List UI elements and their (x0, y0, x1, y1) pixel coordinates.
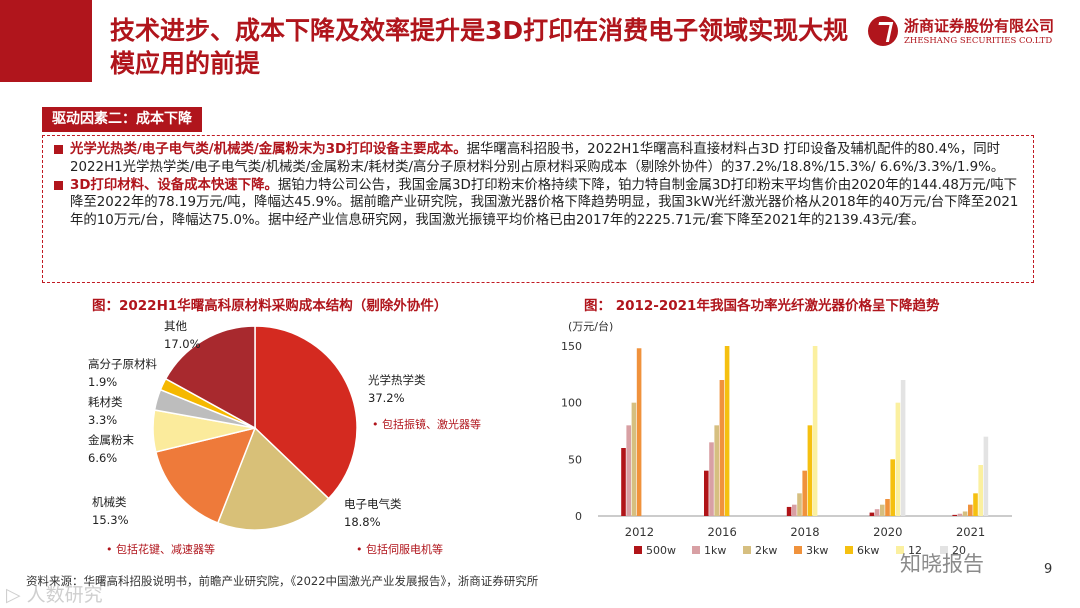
pie-slice-percent: 15.3% (92, 513, 129, 527)
legend-swatch (794, 546, 802, 554)
pie-slice-percent: 18.8% (344, 515, 381, 529)
bar (880, 504, 885, 516)
bullet-text: 据华曙高科招股书，2022H1华曙高科直接材料占3D 打印设备及辅机配件的80.… (70, 142, 1005, 175)
bar (631, 402, 637, 516)
bar (709, 442, 714, 516)
legend-label: 500w (646, 544, 676, 557)
pie-slice-percent: 1.9% (88, 375, 117, 389)
pie-slice-label: 金属粉末 (88, 433, 134, 447)
bar (968, 504, 973, 516)
bar (952, 514, 957, 516)
pie-chart-title: 图：2022H1华曙高科原材料采购成本结构（剔除外协件） (92, 298, 448, 314)
legend-swatch (845, 546, 853, 554)
bar (978, 465, 983, 516)
pie-slice-percent: 3.3% (88, 413, 117, 427)
bar (957, 513, 963, 516)
pie-slice-percent: 17.0% (164, 337, 201, 351)
bullet-heading: 3D打印材料、设备成本快速下降。 (70, 177, 278, 193)
x-tick-label: 2020 (873, 525, 902, 539)
x-tick-label: 2016 (708, 525, 737, 539)
bar (973, 493, 978, 516)
bar (962, 511, 968, 516)
pie-slice-label: 电子电气类 (344, 497, 402, 511)
company-logo: 浙商证券股份有限公司 ZHESHANG SECURITIES CO.LTD (868, 14, 1073, 54)
legend-label: 6kw (857, 544, 879, 557)
bar-chart-title: 图： 2012-2021年我国各功率光纤激光器价格呈下降趋势 (584, 298, 940, 314)
pie-slice-note: • 包括振镜、激光器等 (372, 417, 481, 431)
source-note: 资料来源：华曙高科招股说明书，前瞻产业研究院，《2022中国激光产业发展报告》，… (26, 574, 539, 588)
zheshang-logo-icon (868, 16, 898, 46)
bar (626, 425, 631, 516)
bar (890, 459, 895, 516)
legend-swatch (896, 546, 904, 554)
bar (704, 470, 709, 516)
bar (900, 380, 906, 516)
bullet-item: 光学光热类/电子电气类/机械类/金属粉末为3D打印设备主要成本。据华曙高科招股书… (54, 141, 1024, 177)
y-axis-label: (万元/台) (568, 319, 613, 333)
bar (714, 425, 719, 516)
bar (869, 512, 875, 516)
bar (807, 425, 813, 516)
legend-swatch (940, 546, 948, 554)
bar (621, 448, 626, 516)
legend-swatch (634, 546, 642, 554)
bar (719, 380, 725, 516)
pie-slice (254, 325, 358, 500)
bar (786, 506, 792, 516)
bar (802, 470, 807, 516)
x-tick-label: 2012 (625, 525, 654, 539)
bullet-square-icon (54, 145, 63, 154)
page-title: 技术进步、成本下降及效率提升是3D打印在消费电子领域实现大规模应用的前提 (110, 16, 849, 78)
watermark-left: ▷ 人数研究 (6, 584, 103, 606)
section-tab: 驱动因素二：成本下降 (42, 107, 202, 132)
pie-slice-note: • 包括伺服电机等 (356, 542, 443, 556)
y-tick-label: 100 (561, 397, 582, 410)
bullet-list: 光学光热类/电子电气类/机械类/金属粉末为3D打印设备主要成本。据华曙高科招股书… (54, 141, 1024, 230)
y-tick-label: 0 (575, 510, 582, 523)
page-number: 9 (1044, 562, 1053, 577)
legend-swatch (692, 546, 700, 554)
pie-slice-label: 光学热学类 (368, 373, 426, 387)
y-tick-label: 50 (568, 453, 582, 466)
bar (983, 436, 989, 516)
bar (874, 509, 880, 516)
x-tick-label: 2021 (956, 525, 985, 539)
bullet-item: 3D打印材料、设备成本快速下降。据铂力特公司公告，我国金属3D打印粉末价格持续下… (54, 177, 1024, 230)
legend-label: 20 (952, 544, 966, 557)
logo-name-en: ZHESHANG SECURITIES CO.LTD (904, 36, 1053, 46)
legend-swatch (743, 546, 751, 554)
pie-slice-label: 其他 (164, 319, 187, 333)
x-tick-label: 2018 (790, 525, 819, 539)
y-tick-label: 150 (561, 340, 582, 353)
bar (724, 346, 730, 516)
pie-slice-label: 机械类 (92, 495, 127, 509)
pie-slice-note: • 包括花键、减速器等 (106, 542, 215, 556)
logo-name-cn: 浙商证券股份有限公司 (904, 17, 1055, 35)
pie-slice-percent: 6.6% (88, 451, 117, 465)
bar (792, 504, 797, 516)
pie-slice (164, 325, 256, 430)
bullet-box-border (42, 135, 1034, 283)
bar (812, 346, 818, 516)
pie-slice-percent: 37.2% (368, 391, 405, 405)
watermark-right: 知晓报告 (900, 552, 984, 576)
legend-label: 3kw (806, 544, 828, 557)
bar (797, 493, 802, 516)
bullet-text: 据铂力特公司公告，我国金属3D打印粉末价格持续下降，铂力特自制金属3D打印粉末平… (70, 177, 1019, 229)
bullet-square-icon (54, 180, 63, 190)
bar (636, 348, 642, 516)
legend-label: 12 (908, 544, 922, 557)
bar (895, 402, 901, 516)
legend-label: 2kw (755, 544, 777, 557)
pie-slice (154, 426, 257, 524)
bullet-heading: 光学光热类/电子电气类/机械类/金属粉末为3D打印设备主要成本。 (70, 142, 467, 157)
header-red-block (0, 0, 92, 82)
legend-label: 1kw (704, 544, 726, 557)
bar (885, 499, 890, 516)
pie-slice-label: 高分子原材料 (88, 357, 157, 371)
pie-slice-label: 耗材类 (88, 395, 123, 409)
